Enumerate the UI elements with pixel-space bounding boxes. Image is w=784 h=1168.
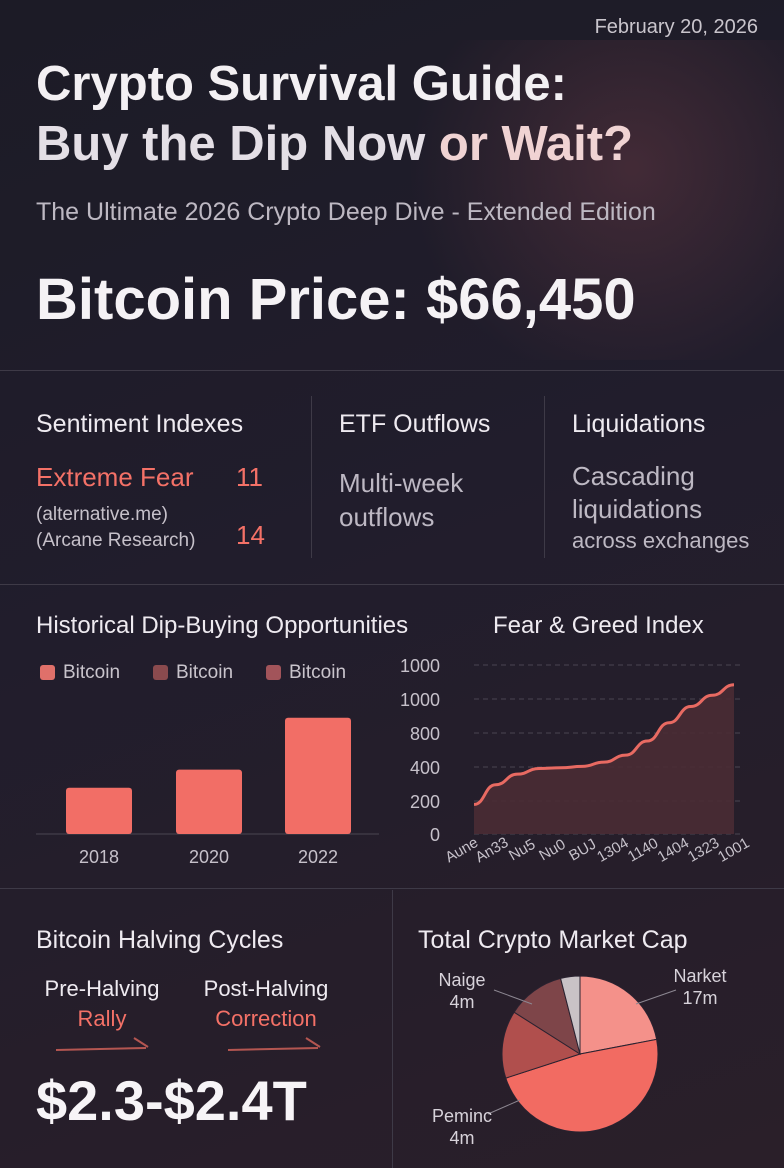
sentiment-heading: Sentiment Indexes <box>36 410 244 438</box>
market-cap-value: $2.3-$2.4T <box>36 1069 307 1132</box>
pie-label-3: Naige <box>438 970 485 990</box>
etf-text: Multi-week outflows <box>339 466 463 534</box>
post-halving-block: Post-Halving Correction <box>194 976 338 1032</box>
etf-line-1: Multi-week <box>339 468 464 498</box>
area-line <box>473 683 735 806</box>
sentiment-value-1: 11 <box>236 462 263 492</box>
area-xtick-2: Nu5 <box>506 836 538 864</box>
pie-value-1: 4m <box>449 1128 474 1148</box>
pie-leader-0 <box>635 989 677 1005</box>
date-label: February 20, 2026 <box>594 16 758 38</box>
liquidations-heading: Liquidations <box>572 410 706 438</box>
area-fill <box>474 684 734 834</box>
area-chart-title: Fear & Greed Index <box>493 612 704 639</box>
bar-2018 <box>66 787 132 834</box>
area-ytick-3: 400 <box>410 758 440 778</box>
area-ytick-2: 800 <box>410 724 440 744</box>
legend-swatch-1 <box>40 665 55 680</box>
bar-2020 <box>176 769 242 834</box>
bar-2022 <box>285 717 351 834</box>
divider-bottom-col <box>392 890 393 1168</box>
bar-label-2022: 2022 <box>298 847 338 867</box>
divider-top <box>0 370 784 371</box>
subtitle: The Ultimate 2026 Crypto Deep Dive - Ext… <box>36 198 656 226</box>
area-ytick-0: 1000 <box>400 656 440 676</box>
post-halving-arrow-icon <box>227 1037 321 1051</box>
sentiment-source-1: (alternative.me) <box>36 504 168 525</box>
legend-label-1: Bitcoin <box>63 662 121 683</box>
area-xtick-3: Nu0 <box>536 836 568 864</box>
pie-slice-0 <box>579 975 658 1055</box>
pie-leader-3 <box>493 989 533 1005</box>
legend-swatch-3 <box>266 665 281 680</box>
etf-heading: ETF Outflows <box>339 410 491 438</box>
pie-leader-1 <box>487 1099 521 1115</box>
page-title: Crypto Survival Guide: Buy the Dip Now o… <box>36 54 633 174</box>
pre-halving-label: Pre-Halving <box>44 976 160 1001</box>
pie-label-0: Narket <box>673 966 726 986</box>
liquidations-line-2: liquidations <box>572 494 703 524</box>
legend-label-3: Bitcoin <box>289 662 347 683</box>
legend-label-2: Bitcoin <box>176 662 234 683</box>
divider-col-1 <box>311 396 312 558</box>
pie-slice-4 <box>559 975 581 1055</box>
liquidations-line-1: Cascading <box>572 461 695 491</box>
divider-bottom <box>0 888 784 889</box>
pie-slice-2 <box>501 1011 582 1079</box>
post-halving-label: Post-Halving <box>203 976 329 1001</box>
title-line-2b: or Wait? <box>438 117 634 171</box>
area-ytick-1: 1000 <box>400 690 440 710</box>
sentiment-value-2: 14 <box>236 520 265 550</box>
pre-halving-sub: Rally <box>77 1006 127 1031</box>
title-line-1: Crypto Survival Guide: <box>36 57 567 111</box>
sentiment-source-2: (Arcane Research) <box>36 530 196 551</box>
liquidations-text: Cascading liquidations <box>572 460 702 526</box>
pie-label-1: Peminc <box>432 1106 492 1126</box>
area-xtick-9: 1001 <box>715 834 752 865</box>
pie-chart-title: Total Crypto Market Cap <box>418 926 688 954</box>
bar-legend-item-1: Bitcoin <box>40 662 120 684</box>
pre-halving-arrow-icon <box>55 1037 149 1051</box>
sentiment-label: Extreme Fear <box>36 462 194 492</box>
divider-col-2 <box>544 396 545 558</box>
bar-chart-title: Historical Dip-Buying Opportunities <box>36 612 409 639</box>
bitcoin-price-headline: Bitcoin Price: $66,450 <box>36 267 636 332</box>
title-line-2: Buy the Dip Now or Wait? <box>36 114 633 174</box>
bar-label-2018: 2018 <box>79 847 119 867</box>
liquidations-line-3: across exchanges <box>572 528 750 553</box>
area-ytick-4: 200 <box>410 792 440 812</box>
bar-legend-item-3: Bitcoin <box>266 662 346 684</box>
halving-heading: Bitcoin Halving Cycles <box>36 926 284 954</box>
pie-value-3: 4m <box>449 992 474 1012</box>
legend-swatch-2 <box>153 665 168 680</box>
pie-slice-1 <box>505 1038 659 1133</box>
title-line-2a: Buy the Dip Now <box>36 117 439 171</box>
bar-legend-item-2: Bitcoin <box>153 662 233 684</box>
post-halving-sub: Correction <box>215 1006 317 1031</box>
area-ytick-5: 0 <box>430 825 440 845</box>
etf-line-2: outflows <box>339 502 435 532</box>
pie-value-0: 17m <box>682 988 717 1008</box>
bar-label-2020: 2020 <box>189 847 229 867</box>
bar-chart: 2018 2020 2022 <box>36 717 379 867</box>
pre-halving-block: Pre-Halving Rally <box>36 976 168 1032</box>
divider-middle <box>0 584 784 585</box>
